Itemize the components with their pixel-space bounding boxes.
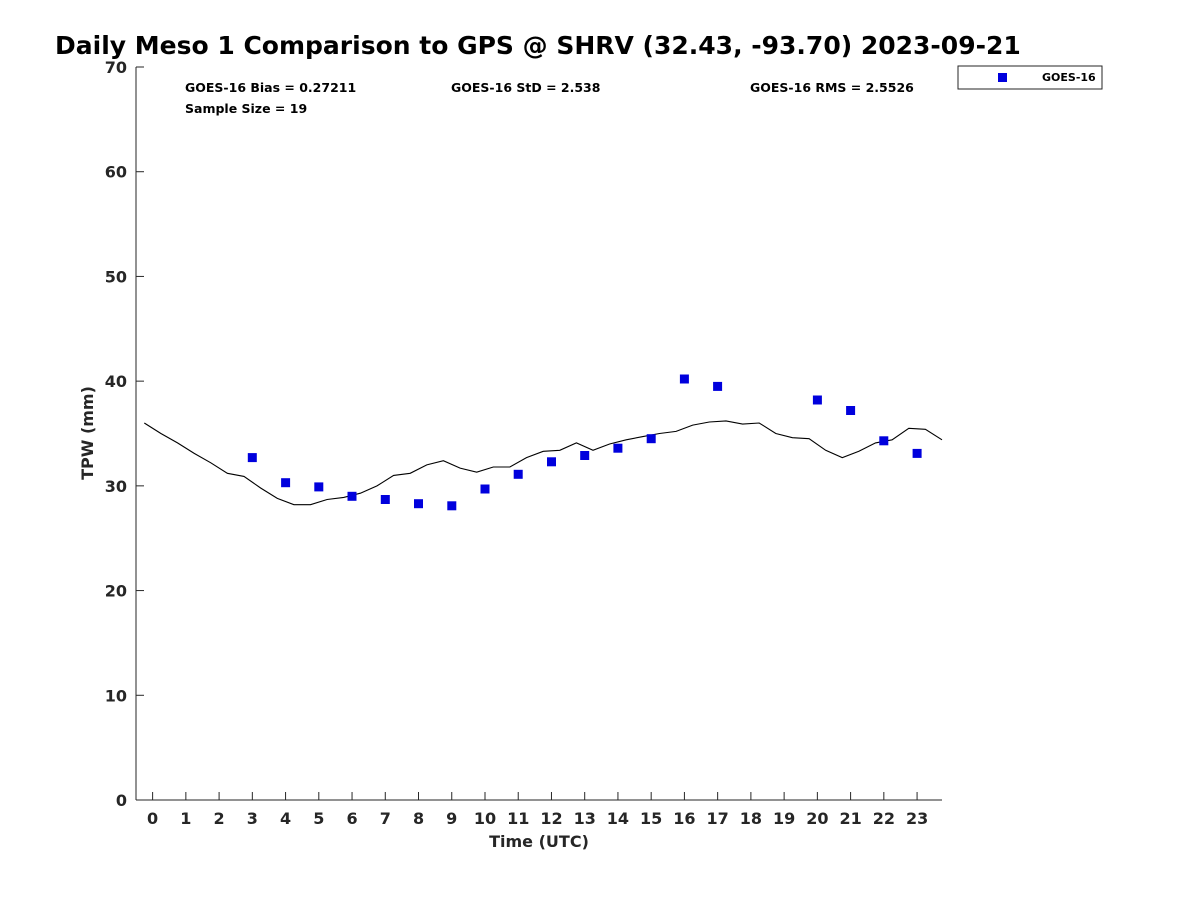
goes16-point — [380, 495, 390, 504]
x-tick-label: 17 — [707, 809, 729, 828]
y-axis-ticks: 0 10 20 30 40 50 60 70 — [105, 58, 144, 810]
y-tick-label: 60 — [105, 163, 127, 182]
y-tick-label: 70 — [105, 58, 127, 77]
x-tick-label: 5 — [313, 809, 324, 828]
x-tick-label: 22 — [873, 809, 895, 828]
bias-stat: GOES-16 Bias = 0.27211 — [185, 80, 356, 95]
x-tick-label: 23 — [906, 809, 928, 828]
x-tick-label: 7 — [380, 809, 391, 828]
legend-entry: GOES-16 — [1042, 71, 1096, 84]
x-tick-label: 13 — [574, 809, 596, 828]
x-tick-label: 19 — [773, 809, 795, 828]
gps-tpw-line — [144, 420, 943, 506]
x-tick-label: 20 — [806, 809, 828, 828]
goes16-point — [812, 395, 822, 405]
goes16-point — [547, 457, 556, 467]
y-tick-label: 20 — [105, 582, 127, 601]
x-axis-ticks: 0 1 2 3 4 5 6 7 8 9 10 11 12 13 14 15 16 17 18 19 20 21 22 23 — [147, 792, 928, 828]
legend: GOES-16 — [957, 65, 1103, 90]
legend-marker — [998, 73, 1007, 82]
series-layer — [144, 374, 943, 511]
x-tick-label: 1 — [180, 809, 191, 828]
goes16-point — [281, 478, 291, 488]
goes16-point — [679, 374, 689, 384]
x-tick-label: 14 — [607, 809, 629, 828]
x-tick-label: 11 — [507, 809, 529, 828]
x-tick-label: 8 — [413, 809, 424, 828]
goes16-point — [314, 482, 324, 492]
goes16-point — [613, 443, 623, 453]
y-tick-label: 50 — [105, 267, 127, 286]
goes16-point — [580, 451, 590, 460]
chart-title: Daily Meso 1 Comparison to GPS @ SHRV (3… — [55, 31, 1021, 60]
x-tick-label: 9 — [446, 809, 457, 828]
goes16-point — [480, 484, 490, 494]
x-tick-label: 12 — [540, 809, 562, 828]
goes16-point — [447, 501, 457, 511]
rms-stat: GOES-16 RMS = 2.5526 — [750, 80, 914, 95]
legend-box — [957, 65, 1103, 90]
goes16-point — [713, 381, 723, 391]
x-tick-label: 2 — [214, 809, 225, 828]
goes16-point — [247, 453, 257, 463]
x-axis-label: Time (UTC) — [489, 832, 589, 851]
y-tick-label: 10 — [105, 686, 127, 705]
y-tick-label: 0 — [116, 791, 127, 810]
x-tick-label: 18 — [740, 809, 762, 828]
goes16-point — [646, 434, 656, 444]
y-tick-label: 40 — [105, 372, 127, 391]
x-tick-label: 16 — [673, 809, 695, 828]
std-stat: GOES-16 StD = 2.538 — [451, 80, 600, 95]
x-tick-label: 21 — [839, 809, 861, 828]
x-tick-label: 4 — [280, 809, 291, 828]
goes16-point — [879, 436, 889, 446]
x-tick-label: 6 — [346, 809, 357, 828]
goes16-point — [912, 448, 922, 458]
goes16-point — [846, 406, 856, 415]
sample-size-stat: Sample Size = 19 — [185, 101, 307, 116]
x-tick-label: 0 — [147, 809, 158, 828]
y-tick-label: 30 — [105, 477, 127, 496]
x-tick-label: 15 — [640, 809, 662, 828]
goes16-point — [414, 499, 423, 509]
goes16-point — [513, 469, 523, 479]
x-tick-label: 3 — [247, 809, 258, 828]
x-tick-label: 10 — [474, 809, 496, 828]
goes16-point — [347, 491, 357, 501]
y-axis-label: TPW (mm) — [78, 386, 97, 480]
